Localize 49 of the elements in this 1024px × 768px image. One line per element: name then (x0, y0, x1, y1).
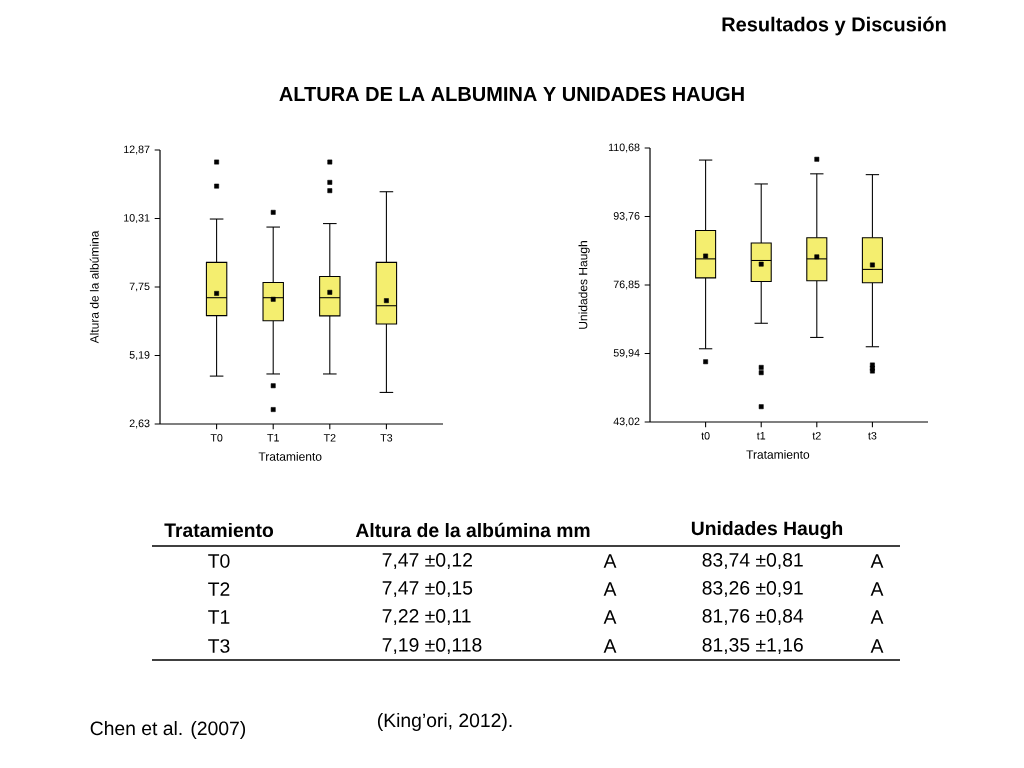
text: T1 (208, 610, 230, 624)
text: T0 (208, 554, 230, 568)
x-tick-label: t2 (812, 432, 821, 440)
text: ALTURA DE LA ALBUMINA Y UNIDADES HAUGH (279, 86, 744, 102)
y-axis-title: Unidades Haugh (578, 241, 590, 329)
text: 81,35 ±1,16 (702, 638, 803, 654)
text: 83,74 ±0,81 (702, 553, 803, 569)
y-tick-label: 12,87 (124, 145, 150, 155)
text: Altura de la albúmina mm (355, 522, 590, 538)
text: 81,76 ±0,84 (702, 609, 804, 625)
text: 7,47 ±0,15 (382, 581, 473, 597)
text: A (603, 554, 617, 568)
text: Unidades Haugh (691, 520, 843, 540)
y-tick-label: 7,75 (129, 282, 150, 292)
y-tick-label: 2,63 (129, 419, 150, 429)
y-tick-label: 93,76 (613, 212, 640, 221)
y-tick-label: 76,85 (613, 280, 640, 290)
y-tick-label: 10,31 (124, 214, 150, 223)
text: A (870, 610, 884, 624)
x-tick-label: t1 (756, 432, 766, 440)
text: 7,19 ±0,118 (382, 638, 482, 654)
x-tick-label: t3 (868, 432, 877, 440)
text: 83,26 ±0,91 (702, 581, 803, 597)
y-tick-label: 5,19 (129, 351, 150, 360)
text: Tratamiento (164, 522, 274, 538)
chart-title: Resultados y Discusión (722, 16, 946, 36)
y-tick-label: 59,94 (613, 349, 640, 358)
text: A (870, 639, 884, 653)
text: 7,47 ±0,12 (382, 553, 472, 569)
text: A (870, 554, 884, 568)
y-tick-label: 43,02 (613, 417, 640, 427)
text: A (870, 582, 884, 596)
text: A (603, 582, 617, 596)
y-axis-title: Altura de la albúmina (89, 230, 99, 344)
text: A (603, 639, 617, 653)
text: T3 (208, 639, 230, 653)
text: T2 (208, 582, 230, 596)
x-tick-label: T0 (210, 434, 223, 442)
y-tick-label: 110,68 (608, 143, 640, 153)
x-axis-title: Tratamiento (258, 452, 322, 461)
x-tick-label: t0 (701, 432, 710, 440)
text: 7,22 ±0,11 (382, 609, 471, 625)
x-tick-label: T3 (380, 434, 393, 442)
x-tick-label: T2 (323, 434, 336, 442)
text: A (603, 610, 617, 624)
text: (King’ori, 2012). (377, 712, 512, 732)
text: Chen et al. (2007) (90, 720, 246, 740)
x-tick-label: T1 (267, 434, 279, 442)
x-axis-title: Tratamiento (746, 450, 810, 459)
